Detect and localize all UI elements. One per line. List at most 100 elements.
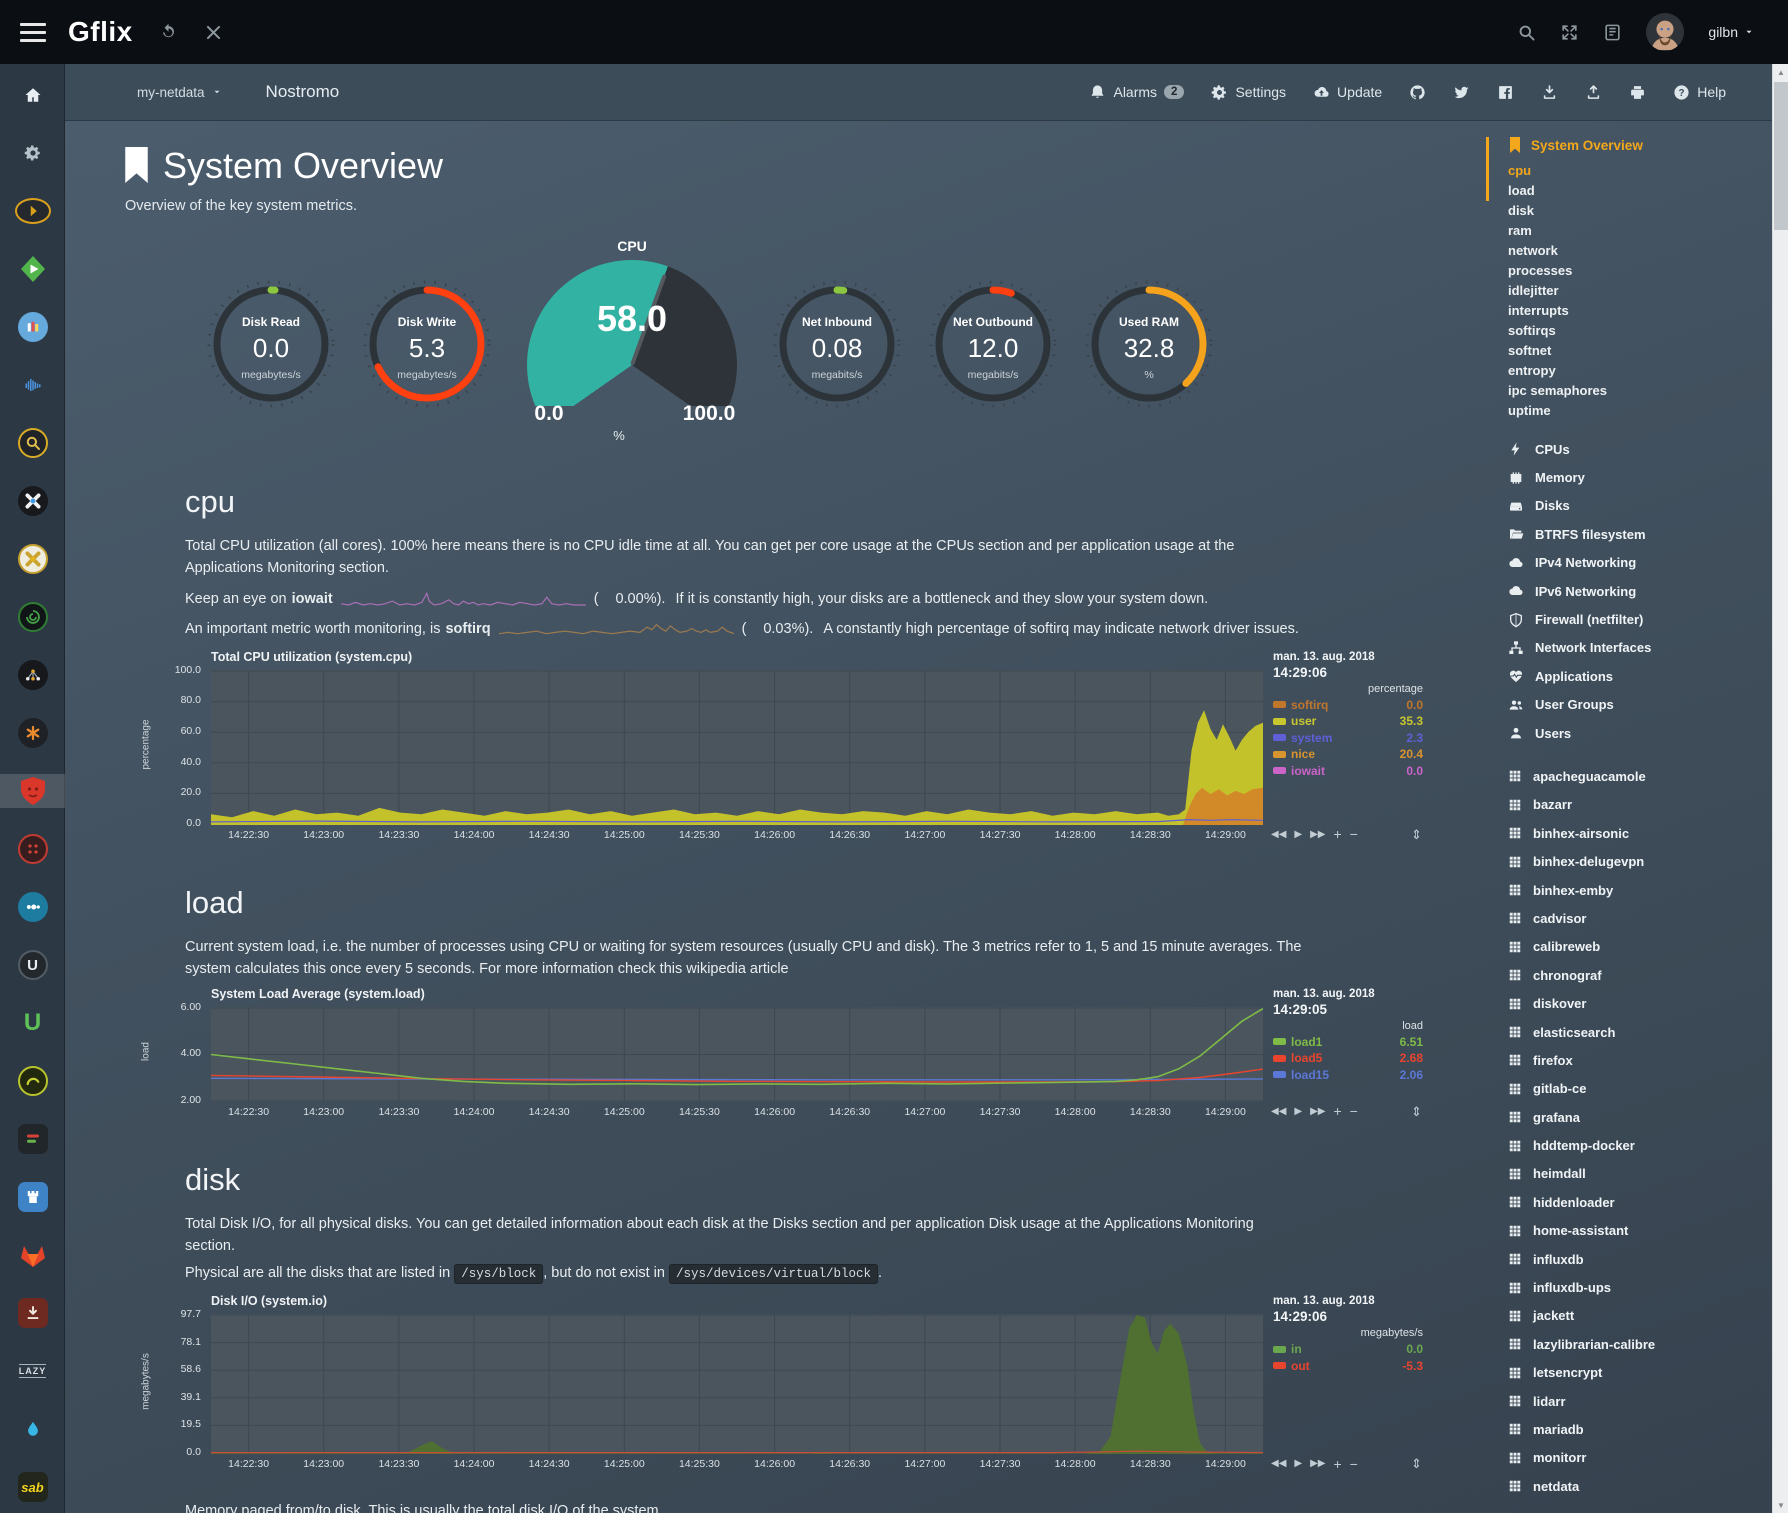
nav-app-influxdb-ups[interactable]: influxdb-ups: [1508, 1273, 1772, 1301]
app-grafana-icon[interactable]: [0, 716, 65, 750]
nav-subitem-network[interactable]: network: [1508, 242, 1558, 258]
settings-gear-icon[interactable]: [0, 136, 65, 170]
nav-subitem-disk[interactable]: disk: [1508, 202, 1535, 218]
nav-app-lazylibrarian-calibre[interactable]: lazylibrarian-calibre: [1508, 1330, 1772, 1358]
nav-app-netdata[interactable]: netdata: [1508, 1472, 1772, 1500]
nav-app-elasticsearch[interactable]: elasticsearch: [1508, 1018, 1772, 1046]
nav-section-btrfs-filesystem[interactable]: BTRFS filesystem: [1508, 520, 1772, 548]
nav-app-calibreweb[interactable]: calibreweb: [1508, 933, 1772, 961]
legend-entry-out[interactable]: out -5.3: [1273, 1358, 1423, 1375]
nav-section-ipv4-networking[interactable]: IPv4 Networking: [1508, 549, 1772, 577]
chart-disk-io[interactable]: Disk I/O (system.io) megabytes/s 97.7 78.1 5…: [131, 1294, 1441, 1480]
nav-section-user-groups[interactable]: User Groups: [1508, 691, 1772, 719]
app-heimdall-icon[interactable]: [0, 1180, 65, 1214]
app-olive-icon[interactable]: [0, 1064, 65, 1098]
legend-entry-system[interactable]: system 2.3: [1273, 730, 1423, 747]
legend-entry-softirq[interactable]: softirq 0.0: [1273, 697, 1423, 714]
page-scrollbar[interactable]: ▲ ▼: [1772, 64, 1788, 1513]
app-xteve-icon[interactable]: [0, 542, 65, 576]
nav-subitem-idlejitter[interactable]: idlejitter: [1508, 282, 1559, 298]
iowait-sparkline[interactable]: [340, 591, 586, 607]
app-gitlab-icon[interactable]: [0, 1238, 65, 1272]
app-bars-tile-icon[interactable]: [0, 1122, 65, 1156]
nav-app-binhex-emby[interactable]: binhex-emby: [1508, 876, 1772, 904]
app-nodes-icon[interactable]: [0, 658, 65, 692]
gauge-disk-write[interactable]: Disk Write 5.3 megabytes/s: [361, 278, 493, 410]
twitter-link[interactable]: [1453, 84, 1470, 101]
import-button[interactable]: [1541, 84, 1558, 101]
nav-app-binhex-airsonic[interactable]: binhex-airsonic: [1508, 819, 1772, 847]
settings-button[interactable]: Settings: [1211, 84, 1286, 101]
nav-subitem-softnet[interactable]: softnet: [1508, 342, 1552, 358]
close-icon[interactable]: [204, 23, 223, 42]
legend-entry-iowait[interactable]: iowait 0.0: [1273, 763, 1423, 780]
print-button[interactable]: [1629, 84, 1646, 101]
legend-entry-load15[interactable]: load15 2.06: [1273, 1067, 1423, 1084]
plot-area[interactable]: [211, 669, 1263, 825]
facebook-link[interactable]: [1497, 84, 1514, 101]
update-button[interactable]: Update: [1313, 84, 1382, 101]
nav-app-diskover[interactable]: diskover: [1508, 989, 1772, 1017]
scroll-up-arrow[interactable]: ▲: [1777, 67, 1785, 77]
nav-app-grafana[interactable]: grafana: [1508, 1103, 1772, 1131]
app-download-tile-icon[interactable]: [0, 1296, 65, 1330]
legend-entry-nice[interactable]: nice 20.4: [1273, 746, 1423, 763]
nav-app-influxdb[interactable]: influxdb: [1508, 1245, 1772, 1273]
chart-nav-controls[interactable]: ◀◀ ▶ ▶▶ + −: [1271, 1457, 1401, 1471]
app-sab-icon[interactable]: sab: [0, 1470, 65, 1504]
plot-area[interactable]: [211, 1006, 1263, 1102]
nav-app-letsencrypt[interactable]: letsencrypt: [1508, 1359, 1772, 1387]
nav-app-bazarr[interactable]: bazarr: [1508, 791, 1772, 819]
app-library-icon[interactable]: [0, 310, 65, 344]
avatar[interactable]: [1646, 13, 1685, 51]
chart-nav-controls[interactable]: ◀◀ ▶ ▶▶ + −: [1271, 1104, 1401, 1118]
nav-app-hiddenloader[interactable]: hiddenloader: [1508, 1188, 1772, 1216]
app-u-green-icon[interactable]: U: [23, 1009, 42, 1036]
chart-cpu[interactable]: Total CPU utilization (system.cpu) percen…: [131, 650, 1441, 851]
scroll-down-arrow[interactable]: ▼: [1777, 1500, 1785, 1510]
app-u-dark-icon[interactable]: U: [0, 948, 65, 982]
plot-area[interactable]: [211, 1314, 1263, 1455]
chart-nav-controls[interactable]: ◀◀ ▶ ▶▶ + −: [1271, 827, 1401, 841]
app-emby-icon[interactable]: [0, 252, 65, 286]
alarms-button[interactable]: Alarms 2: [1089, 84, 1185, 101]
nav-app-hddtemp-docker[interactable]: hddtemp-docker: [1508, 1131, 1772, 1159]
search-icon[interactable]: [1517, 23, 1536, 42]
user-menu[interactable]: gilbn: [1708, 24, 1754, 40]
gauge-used-ram[interactable]: Used RAM 32.8%: [1083, 278, 1215, 410]
app-droplet-icon[interactable]: [0, 1412, 65, 1446]
nav-subitem-entropy[interactable]: entropy: [1508, 362, 1556, 378]
refresh-icon[interactable]: [159, 23, 178, 42]
fullscreen-icon[interactable]: [1560, 23, 1579, 42]
chart-resize-handle[interactable]: ⇕: [1411, 826, 1422, 842]
nav-app-heimdall[interactable]: heimdall: [1508, 1160, 1772, 1188]
nav-section-network-interfaces[interactable]: Network Interfaces: [1508, 634, 1772, 662]
nav-subitem-ram[interactable]: ram: [1508, 222, 1532, 238]
nav-app-lidarr[interactable]: lidarr: [1508, 1387, 1772, 1415]
legend-entry-load5[interactable]: load5 2.68: [1273, 1050, 1423, 1067]
nav-app-mariadb[interactable]: mariadb: [1508, 1415, 1772, 1443]
nav-subitem-uptime[interactable]: uptime: [1508, 402, 1551, 418]
app-kitana-icon[interactable]: [0, 484, 65, 518]
nav-subitem-cpu[interactable]: cpu: [1508, 162, 1532, 178]
nav-subitem-processes[interactable]: processes: [1508, 262, 1573, 278]
nav-app-jackett[interactable]: jackett: [1508, 1302, 1772, 1330]
nav-app-monitorr[interactable]: monitorr: [1508, 1444, 1772, 1472]
reader-icon[interactable]: [1603, 23, 1622, 42]
nav-section-firewall-netfilter-[interactable]: Firewall (netfilter): [1508, 605, 1772, 633]
legend-entry-load1[interactable]: load1 6.51: [1273, 1034, 1423, 1051]
chart-resize-handle[interactable]: ⇕: [1411, 1456, 1422, 1472]
host-dropdown[interactable]: my-netdata: [137, 85, 222, 100]
home-icon[interactable]: [0, 78, 65, 112]
github-link[interactable]: [1409, 84, 1426, 101]
nav-section-disks[interactable]: Disks: [1508, 492, 1772, 520]
nav-app-chronograf[interactable]: chronograf: [1508, 961, 1772, 989]
app-jackett-icon[interactable]: [0, 426, 65, 460]
app-airsonic-icon[interactable]: [0, 368, 65, 402]
hamburger-menu-icon[interactable]: [20, 22, 46, 42]
chart-load[interactable]: System Load Average (system.load) load 6.0…: [131, 987, 1441, 1128]
nav-app-binhex-delugevpn[interactable]: binhex-delugevpn: [1508, 847, 1772, 875]
nav-app-firefox[interactable]: firefox: [1508, 1046, 1772, 1074]
softirq-sparkline[interactable]: [498, 621, 734, 636]
nav-subitem-load[interactable]: load: [1508, 182, 1535, 198]
